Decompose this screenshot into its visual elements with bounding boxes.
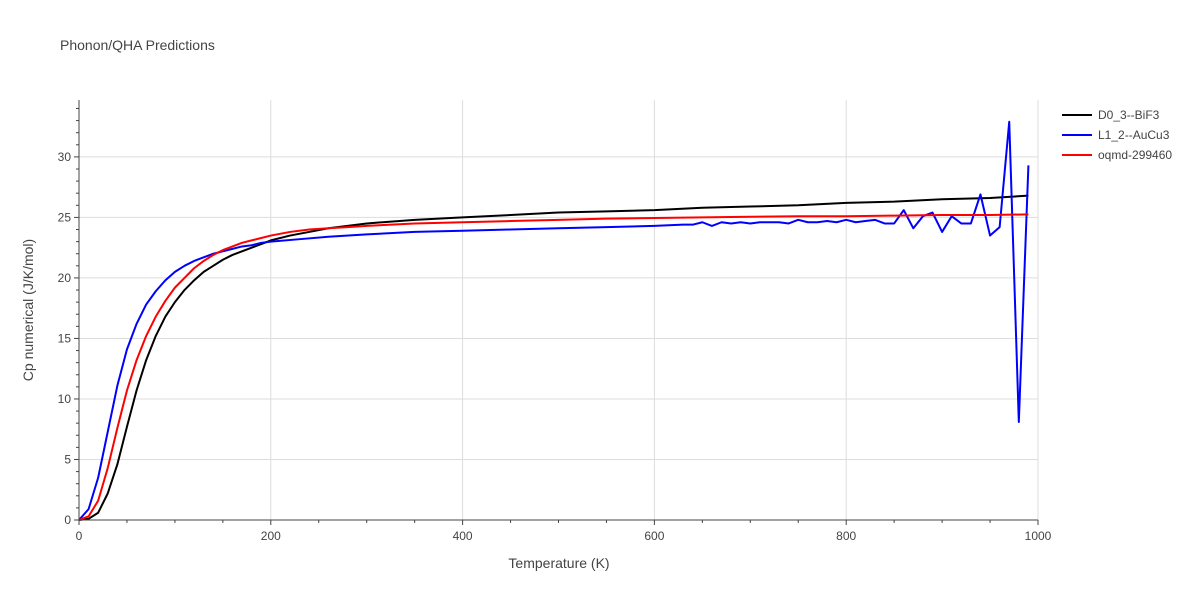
y-tick-label: 25 [58, 210, 72, 224]
x-tick-label: 0 [76, 529, 83, 543]
legend-label: oqmd-299460 [1098, 148, 1172, 162]
series-line-0 [78, 194, 1029, 521]
y-tick-label: 0 [64, 513, 71, 527]
series-line-2 [78, 213, 1029, 521]
y-tick-label: 20 [58, 271, 72, 285]
legend-item-0[interactable]: D0_3--BiF3 [1062, 108, 1160, 122]
legend-label: D0_3--BiF3 [1098, 108, 1160, 122]
legend-label: L1_2--AuCu3 [1098, 128, 1170, 142]
plot-area [78, 120, 1030, 521]
y-tick-label: 5 [64, 452, 71, 466]
x-tick-label: 200 [261, 529, 281, 543]
x-tick-label: 1000 [1025, 529, 1052, 543]
tick-labels: 0 200 400 600 800 1000 0 5 10 15 20 25 30 [58, 150, 1052, 543]
legend[interactable]: D0_3--BiF3 L1_2--AuCu3 oqmd-299460 [1062, 108, 1172, 162]
x-tick-label: 600 [644, 529, 664, 543]
series-line-1 [78, 120, 1030, 521]
axes [74, 100, 1039, 525]
y-tick-label: 15 [58, 331, 72, 345]
y-tick-label: 10 [58, 392, 72, 406]
y-tick-label: 30 [58, 150, 72, 164]
chart-title: Phonon/QHA Predictions [60, 37, 215, 53]
x-tick-label: 400 [453, 529, 473, 543]
x-axis-label: Temperature (K) [508, 555, 609, 571]
legend-item-2[interactable]: oqmd-299460 [1062, 148, 1172, 162]
gridlines [79, 100, 1039, 520]
x-tick-label: 800 [836, 529, 856, 543]
legend-item-1[interactable]: L1_2--AuCu3 [1062, 128, 1170, 142]
y-axis-label: Cp numerical (J/K/mol) [20, 239, 36, 381]
